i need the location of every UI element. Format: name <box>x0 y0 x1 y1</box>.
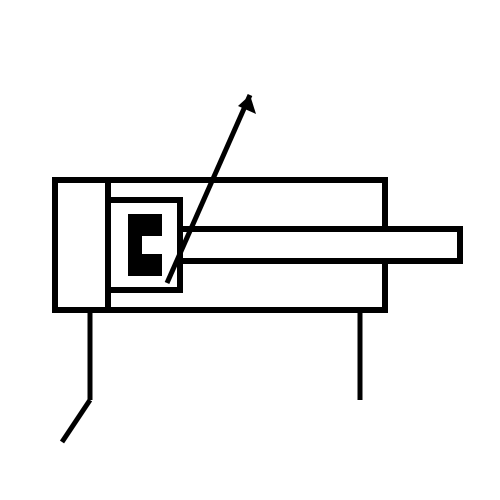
cushion-symbol <box>128 214 162 276</box>
pneumatic-cylinder-diagram <box>0 0 500 500</box>
port-line-left-angled <box>62 400 90 442</box>
piston-rod <box>180 229 460 261</box>
